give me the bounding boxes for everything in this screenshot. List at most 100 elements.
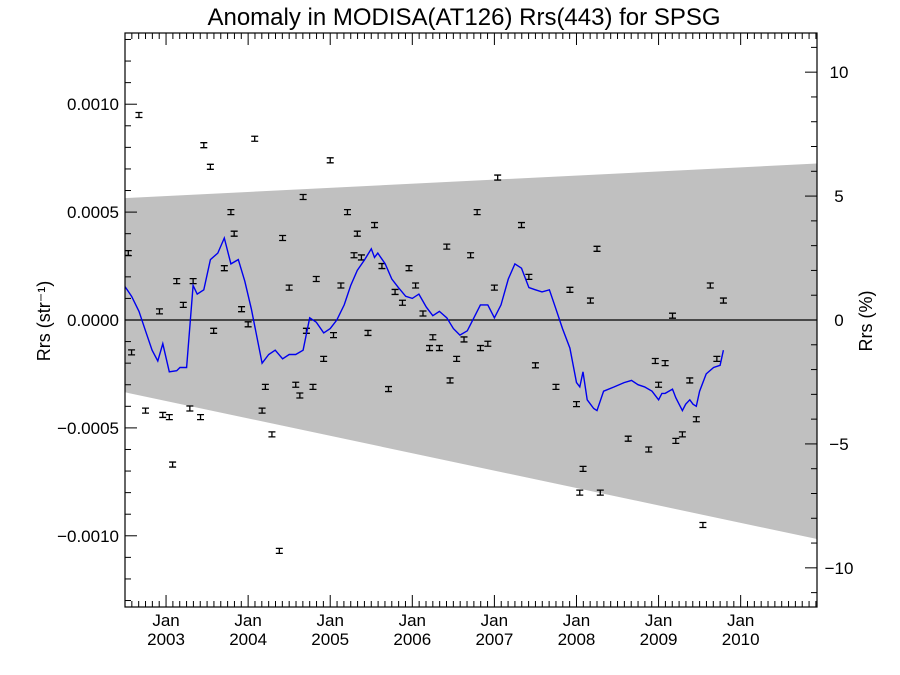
data-point	[405, 265, 413, 272]
data-point	[142, 407, 150, 414]
y-right-tick-label: −10	[825, 559, 854, 578]
data-point	[692, 416, 700, 423]
data-point	[686, 377, 694, 384]
data-point	[426, 344, 434, 352]
data-point	[258, 407, 266, 414]
data-point	[669, 312, 677, 319]
data-point	[320, 355, 328, 362]
x-tick-year-label: 2008	[558, 630, 596, 649]
data-point	[230, 230, 238, 237]
data-point	[531, 362, 539, 369]
data-point	[285, 284, 293, 291]
data-point	[525, 273, 533, 280]
data-point	[586, 297, 594, 304]
data-point	[169, 461, 177, 468]
data-point	[453, 355, 461, 362]
data-point	[645, 446, 653, 453]
data-point	[244, 321, 252, 328]
data-point	[330, 331, 338, 339]
data-point	[227, 208, 235, 216]
data-point	[155, 308, 163, 315]
data-point	[296, 392, 304, 399]
data-point	[419, 310, 427, 317]
plot-area: 0.0010 0.0005 0.0000 −0.0005 −0.0010 10 5 0 −5 −1…	[57, 32, 854, 649]
y-axis-left-label: Rrs (str⁻¹)	[34, 281, 54, 361]
x-tick-month-label: Jan	[645, 611, 672, 630]
data-point	[655, 381, 663, 388]
data-point	[206, 163, 214, 170]
x-tick-year-label: 2009	[640, 630, 678, 649]
data-point	[371, 221, 379, 229]
data-point	[337, 282, 345, 289]
y-right-tick-label: 10	[830, 63, 849, 82]
data-point	[490, 284, 498, 291]
data-point	[364, 329, 372, 337]
data-point	[579, 465, 587, 473]
x-tick-month-label: Jan	[317, 611, 344, 630]
data-point	[261, 383, 269, 391]
data-point	[572, 401, 580, 408]
data-point	[312, 275, 320, 283]
x-tick-year-label: 2007	[475, 630, 513, 649]
data-point	[467, 252, 475, 259]
data-point	[460, 336, 468, 343]
data-point	[661, 360, 669, 367]
data-point	[494, 174, 502, 181]
y-left-tick-label: −0.0010	[57, 527, 119, 546]
data-point	[435, 344, 443, 352]
y-left-tick-label: 0.0000	[67, 311, 119, 330]
data-point	[443, 243, 451, 250]
smoothed-series-line	[125, 235, 725, 413]
data-point	[429, 334, 437, 341]
data-point	[210, 327, 218, 334]
x-tick-year-label: 2010	[722, 630, 760, 649]
x-tick-year-label: 2004	[229, 630, 267, 649]
data-point	[446, 377, 454, 384]
x-tick-year-label: 2006	[393, 630, 431, 649]
data-point	[385, 385, 393, 393]
x-tick-year-label: 2003	[147, 630, 185, 649]
data-point	[517, 221, 525, 229]
data-point	[713, 355, 721, 362]
x-tick-month-label: Jan	[563, 611, 590, 630]
x-tick-month-label: Jan	[481, 611, 508, 630]
data-point	[699, 521, 707, 529]
x-tick-month-label: Jan	[152, 611, 179, 630]
data-point	[292, 381, 300, 388]
data-point	[189, 278, 197, 285]
x-tick-month-label: Jan	[727, 611, 754, 630]
x-tick-month-label: Jan	[399, 611, 426, 630]
data-point	[576, 489, 584, 496]
data-point	[566, 286, 574, 293]
data-point	[706, 282, 714, 289]
data-point	[135, 111, 143, 119]
y-axis-right-label: Rrs (%)	[856, 291, 876, 352]
data-point	[238, 306, 246, 313]
data-point	[173, 278, 181, 285]
y-right-tick-label: 0	[834, 311, 843, 330]
data-point	[275, 547, 283, 555]
chart-title: Anomaly in MODISA(AT126) Rrs(443) for SP…	[207, 4, 720, 31]
data-point	[476, 344, 484, 352]
data-point	[299, 193, 307, 201]
data-point	[552, 383, 560, 391]
y-left-tick-label: −0.0005	[57, 419, 119, 438]
data-point	[268, 431, 276, 438]
data-point	[624, 435, 632, 442]
data-point	[672, 437, 680, 444]
data-point	[484, 340, 492, 347]
data-point	[279, 234, 287, 242]
data-point	[343, 208, 351, 216]
y-left-tick-label: 0.0005	[67, 203, 119, 222]
data-point	[350, 252, 358, 259]
data-point	[309, 383, 317, 391]
y-right-tick-label: −5	[829, 435, 848, 454]
data-point	[186, 405, 194, 412]
data-point	[596, 489, 604, 496]
data-point	[412, 282, 420, 289]
data-point	[165, 413, 173, 421]
data-point	[326, 157, 334, 164]
data-point	[251, 135, 259, 142]
x-tick-month-label: Jan	[234, 611, 261, 630]
